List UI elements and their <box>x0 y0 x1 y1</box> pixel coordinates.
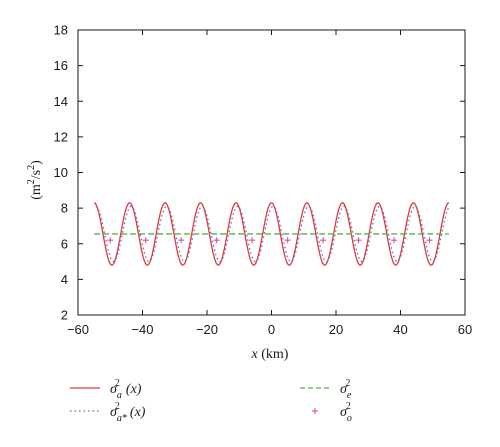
series-3-marker <box>355 237 362 244</box>
x-tick-label: 20 <box>329 322 343 337</box>
legend: σa2 (x) σa*2 (x) σe2 σo2 <box>70 378 352 424</box>
series-3-marker <box>107 237 114 244</box>
y-tick-label: 14 <box>54 94 68 109</box>
ticks-layer: −60 −40 −20 0 20 40 60 2 4 6 8 10 12 14 16 18 <box>54 23 473 338</box>
plot-frame <box>77 29 466 316</box>
legend-label-sigma-o: σo2 <box>340 401 352 424</box>
series-3-marker <box>284 237 291 244</box>
y-tick-label: 8 <box>61 201 68 216</box>
x-tick-label: 40 <box>393 322 407 337</box>
legend-label-sigma-a: σa2 (x) <box>110 378 142 401</box>
series-3-marker <box>249 237 256 244</box>
series-layer <box>93 202 451 266</box>
x-tick-label: −20 <box>196 322 218 337</box>
x-tick-label: −40 <box>131 322 153 337</box>
series-0-line <box>93 202 450 266</box>
legend-swatch-sigma-o <box>312 408 318 414</box>
series-3-marker <box>213 237 220 244</box>
y-tick-label: 4 <box>61 272 68 287</box>
legend-item-sigma-a-star: σa*2 (x) <box>70 401 146 424</box>
series-3-marker <box>178 237 185 244</box>
plot-area <box>77 29 466 316</box>
legend-item-sigma-a: σa2 (x) <box>70 378 142 401</box>
x-tick-label: 60 <box>458 322 472 337</box>
y-axis-label: (m2/s2) <box>26 160 44 200</box>
series-3-marker <box>391 237 398 244</box>
x-axis-label: x (km) <box>251 347 289 362</box>
y-tick-label: 12 <box>54 129 68 144</box>
legend-item-sigma-o: σo2 <box>312 401 352 424</box>
legend-label-sigma-a-star: σa*2 (x) <box>110 401 146 424</box>
y-tick-label: 16 <box>54 58 68 73</box>
x-tick-label: −60 <box>67 322 89 337</box>
y-tick-label: 10 <box>54 165 68 180</box>
legend-item-sigma-e: σe2 <box>300 378 352 401</box>
series-1-line <box>95 205 451 263</box>
y-tick-label: 2 <box>61 308 68 323</box>
series-3-marker <box>142 237 149 244</box>
series-3-marker <box>320 237 327 244</box>
legend-label-sigma-e: σe2 <box>340 378 352 401</box>
y-tick-label: 18 <box>54 23 68 38</box>
y-tick-label: 6 <box>61 236 68 251</box>
x-tick-label: 0 <box>268 322 275 337</box>
series-3-marker <box>426 237 433 244</box>
